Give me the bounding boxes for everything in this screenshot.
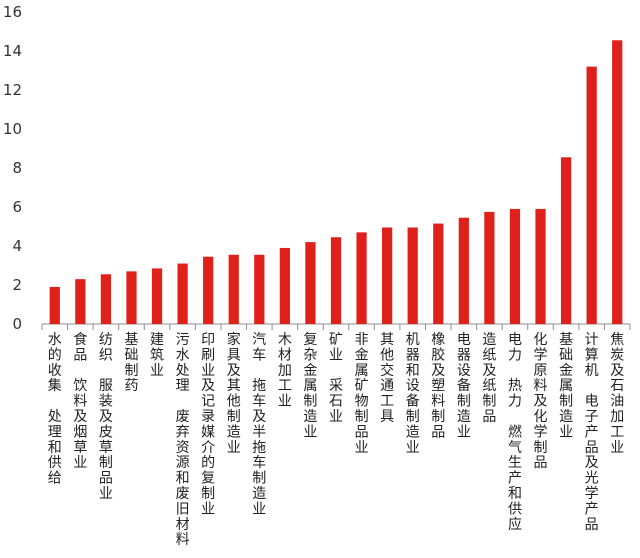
y-tick-label: 8 bbox=[12, 159, 22, 177]
y-tick-label: 12 bbox=[3, 81, 22, 99]
bar bbox=[305, 242, 316, 324]
x-tick-label: 非金属矿物制品业 bbox=[355, 332, 369, 456]
x-tick-label: 印刷业及记录媒介的复制业 bbox=[201, 332, 215, 517]
bars bbox=[49, 40, 623, 325]
bar bbox=[330, 237, 342, 324]
x-tick-label: 汽车 拖车及半拖车制造业 bbox=[252, 332, 266, 517]
bar bbox=[382, 227, 393, 324]
x-tick-label: 纺织 服装及皮草制品业 bbox=[99, 332, 113, 502]
bar bbox=[612, 40, 623, 325]
x-tick-label: 基础制药 bbox=[124, 331, 138, 394]
x-axis-tick-marks bbox=[41, 324, 631, 330]
x-tick-label: 污水处理 废弃资源和废旧材料 bbox=[176, 332, 190, 548]
bar bbox=[151, 268, 163, 324]
y-tick-label: 16 bbox=[3, 3, 22, 21]
bar bbox=[279, 247, 290, 324]
bar bbox=[356, 232, 367, 324]
y-tick-label: 6 bbox=[12, 198, 22, 216]
bar bbox=[100, 274, 112, 324]
x-tick-label: 机器和设备制造业 bbox=[406, 332, 420, 456]
bar bbox=[407, 227, 418, 324]
bar bbox=[75, 279, 86, 324]
x-tick-label: 基础金属制造业 bbox=[559, 331, 573, 440]
bar bbox=[203, 256, 214, 324]
x-tick-label: 电器设备制造业 bbox=[457, 332, 471, 440]
x-tick-label: 电力 热力 燃气生产和供应 bbox=[508, 332, 522, 533]
bar bbox=[560, 157, 572, 324]
bar bbox=[126, 271, 137, 324]
x-tick-label: 化学原料及化学制品 bbox=[534, 332, 548, 471]
y-tick-label: 2 bbox=[12, 276, 22, 294]
x-tick-label: 家具及其他制造业 bbox=[227, 331, 241, 456]
bar bbox=[49, 286, 60, 324]
bar bbox=[254, 254, 265, 324]
bar bbox=[458, 217, 469, 324]
bar bbox=[484, 211, 495, 324]
y-tick-label: 0 bbox=[12, 315, 22, 333]
x-tick-label: 焦炭及石油加工业 bbox=[610, 332, 624, 456]
y-axis-ticks: 0 2 4 6 8 10 12 14 16 bbox=[3, 3, 22, 333]
x-tick-label: 造纸及纸制品 bbox=[482, 332, 496, 425]
x-tick-label: 其他交通工具 bbox=[380, 332, 394, 425]
x-tick-label: 食品 饮料及烟草业 bbox=[73, 331, 87, 471]
bar bbox=[586, 66, 597, 324]
y-tick-label: 14 bbox=[3, 42, 22, 60]
x-tick-label: 计算机 电子产品及光学产品 bbox=[585, 332, 599, 533]
x-tick-label: 木材加工业 bbox=[278, 332, 292, 410]
x-tick-label: 建筑业 bbox=[150, 332, 164, 379]
bar bbox=[177, 263, 188, 324]
bar bbox=[228, 254, 239, 324]
y-tick-label: 4 bbox=[12, 237, 22, 255]
bar bbox=[433, 223, 444, 324]
x-tick-label: 水的收集 处理和供给 bbox=[48, 332, 62, 487]
bar bbox=[509, 208, 521, 324]
x-tick-label: 复杂金属制造业 bbox=[303, 331, 317, 440]
x-tick-label: 橡胶及塑料制品 bbox=[431, 332, 445, 440]
bar bbox=[535, 208, 546, 324]
y-tick-label: 10 bbox=[3, 120, 22, 138]
x-tick-label: 矿业 采石业 bbox=[329, 332, 343, 425]
